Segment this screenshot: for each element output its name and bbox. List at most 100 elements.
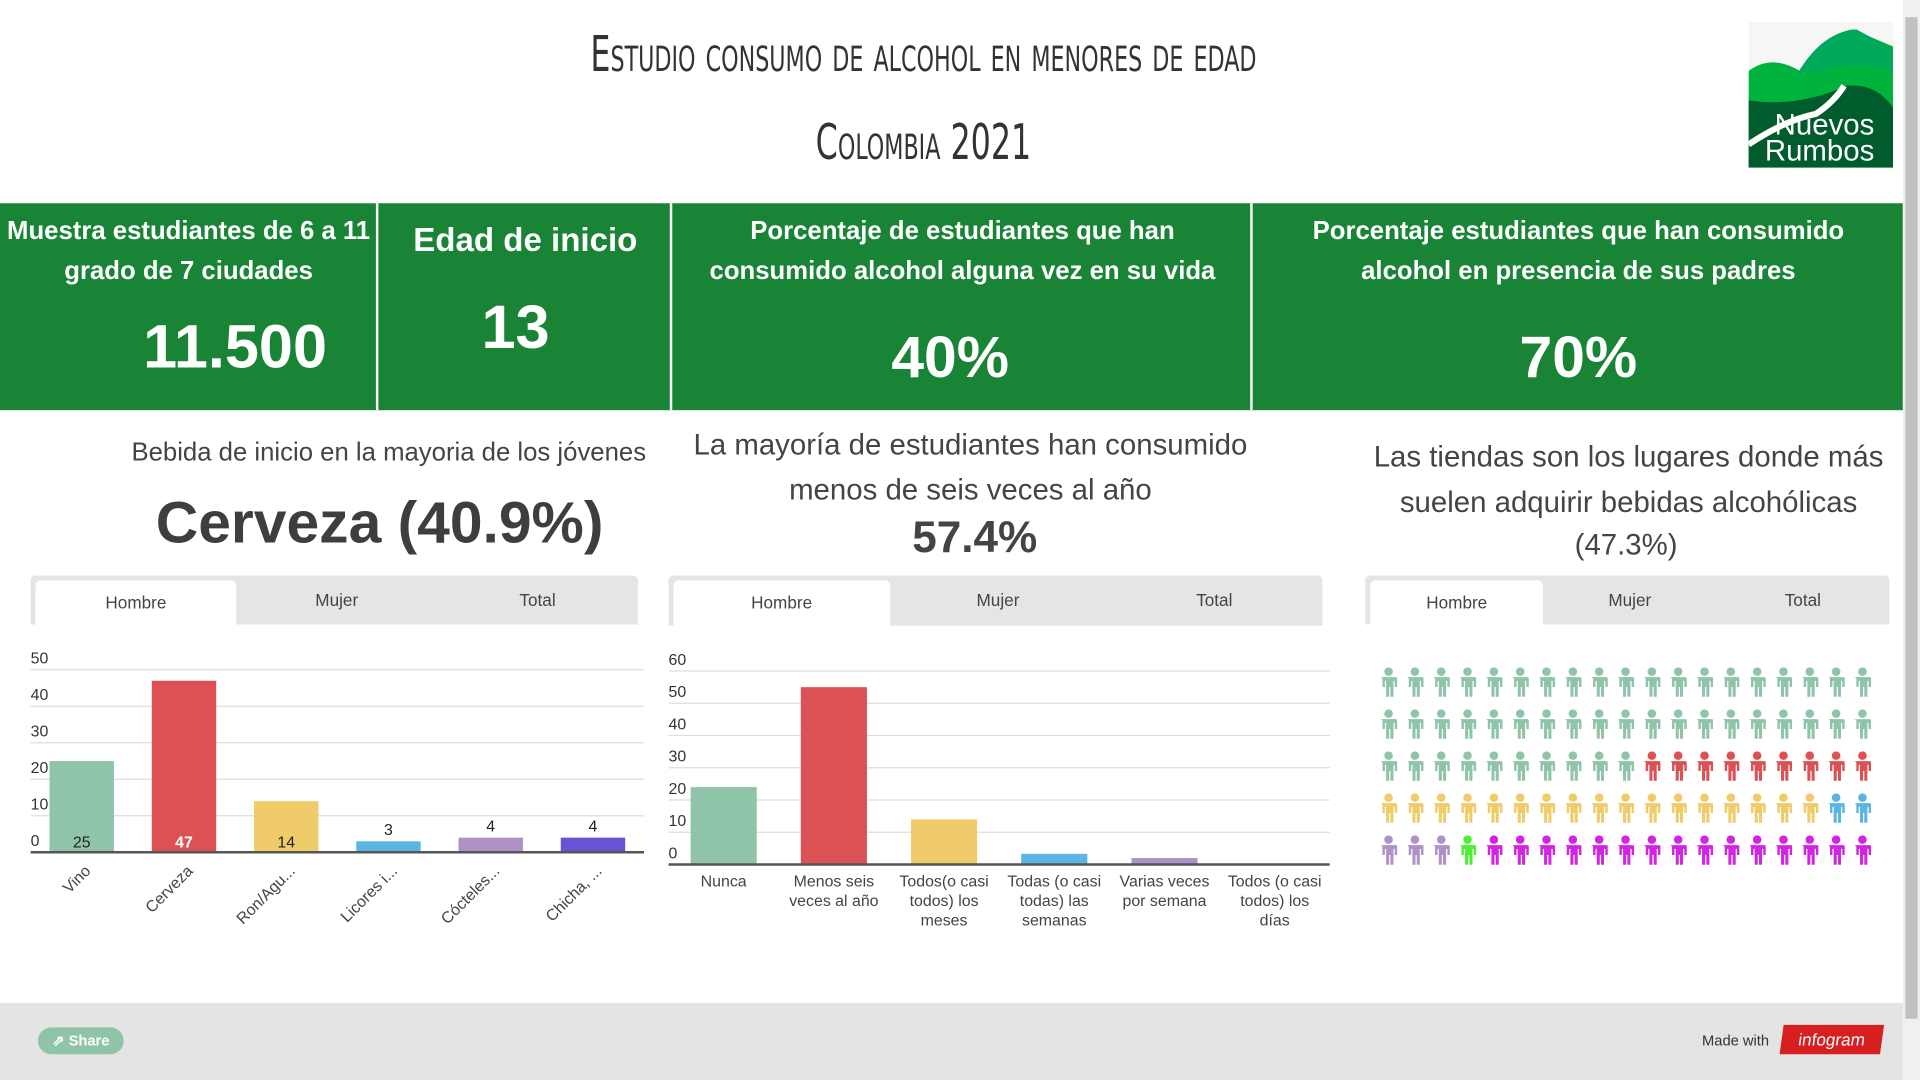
data-label: 25 (73, 834, 91, 851)
infogram-logo-link[interactable]: infogram (1779, 1024, 1885, 1055)
data-label: 3 (384, 822, 393, 839)
person-icon (1828, 751, 1845, 781)
person-body (1802, 845, 1819, 865)
person-icon (1670, 709, 1687, 739)
data-label: 4 (589, 819, 598, 836)
divider (375, 203, 379, 411)
person-head (1726, 667, 1736, 676)
person-head (1779, 751, 1788, 760)
tab-mujer[interactable]: Mujer (976, 590, 1020, 610)
person-body (1486, 761, 1503, 781)
person-icon (1486, 793, 1503, 823)
person-body (1407, 803, 1424, 823)
person-head (1647, 709, 1657, 718)
person-icon (1697, 793, 1714, 823)
person-head (1700, 835, 1709, 844)
person-icon (1776, 835, 1793, 865)
y-tick-label: 50 (31, 651, 49, 668)
person-head (1436, 835, 1446, 844)
section-2-heading: La mayoría de estudiantes han consumido … (693, 428, 1248, 507)
person-body (1381, 719, 1398, 739)
person-icon (1644, 751, 1661, 781)
tab-total[interactable]: Total (1784, 590, 1821, 610)
person-body (1433, 761, 1450, 781)
person-head (1489, 709, 1499, 718)
person-icon (1618, 835, 1635, 865)
person-icon (1512, 709, 1529, 739)
tab-hombre[interactable]: Hombre (35, 580, 237, 625)
person-body (1565, 719, 1582, 739)
tab-mujer[interactable]: Mujer (1608, 590, 1652, 610)
person-head (1410, 793, 1420, 802)
svg-text:Rumbos: Rumbos (1765, 134, 1874, 167)
person-icon (1618, 793, 1635, 823)
scrollbar-thumb[interactable] (1905, 17, 1918, 1019)
x-tick-label: Vino (60, 863, 94, 897)
person-body (1802, 803, 1819, 823)
person-body (1512, 761, 1529, 781)
person-body (1644, 719, 1661, 739)
tab-hombre[interactable]: Hombre (1370, 580, 1544, 625)
y-tick-label: 40 (31, 687, 49, 704)
person-icon (1565, 667, 1582, 697)
bar-3 (254, 801, 319, 853)
tab-hombre[interactable]: Hombre (673, 580, 890, 626)
person-body (1460, 677, 1477, 697)
person-head (1594, 709, 1604, 718)
person-head (1436, 667, 1446, 676)
person-head (1489, 793, 1499, 802)
person-body (1802, 761, 1819, 781)
person-head (1673, 751, 1683, 760)
person-body (1723, 719, 1740, 739)
made-with-label: Made with (1702, 1032, 1770, 1050)
person-icon (1644, 793, 1661, 823)
share-button[interactable]: ⇗ Share (37, 1027, 124, 1055)
person-icon (1723, 667, 1740, 697)
person-head (1568, 667, 1578, 676)
person-icon (1591, 835, 1608, 865)
person-head (1410, 709, 1420, 718)
bar-1 (49, 761, 114, 853)
person-body (1670, 719, 1687, 739)
person-icon (1723, 835, 1740, 865)
bar-6 (560, 837, 626, 853)
person-icon (1618, 751, 1635, 781)
person-head (1647, 793, 1657, 802)
person-icon (1381, 793, 1398, 823)
person-icon (1670, 667, 1687, 697)
data-label: 14 (277, 834, 295, 851)
person-icon (1776, 667, 1793, 697)
person-body (1855, 761, 1872, 781)
bar-4 (356, 841, 421, 853)
person-icon (1670, 793, 1687, 823)
person-icon (1460, 751, 1477, 781)
person-body (1433, 719, 1450, 739)
person-head (1858, 835, 1867, 844)
share-icon: ⇗ (52, 1032, 69, 1050)
person-head (1568, 751, 1578, 760)
person-icon (1433, 709, 1450, 739)
person-head (1410, 667, 1420, 676)
person-head (1410, 751, 1420, 760)
tab-mujer[interactable]: Mujer (315, 590, 359, 610)
person-head (1594, 667, 1604, 676)
person-icon (1749, 793, 1766, 823)
person-head (1463, 835, 1472, 844)
person-head (1831, 709, 1841, 718)
svg-text:Nuevos: Nuevos (1775, 109, 1875, 142)
person-body (1697, 719, 1714, 739)
tab-total[interactable]: Total (519, 590, 556, 610)
stat-card-sample: Muestra estudiantes de 6 a 11 grado de 7… (0, 203, 377, 410)
person-body (1670, 677, 1687, 697)
tab-total[interactable]: Total (1196, 590, 1233, 610)
person-head (1700, 667, 1709, 676)
person-body (1697, 761, 1714, 781)
person-body (1381, 803, 1398, 823)
person-icon (1828, 667, 1845, 697)
person-head (1779, 793, 1788, 802)
stat-label: Muestra estudiantes de 6 a 11 grado de 7… (7, 216, 371, 286)
person-icon (1460, 667, 1477, 697)
person-body (1828, 677, 1845, 697)
person-body (1697, 677, 1714, 697)
person-icon (1749, 667, 1766, 697)
